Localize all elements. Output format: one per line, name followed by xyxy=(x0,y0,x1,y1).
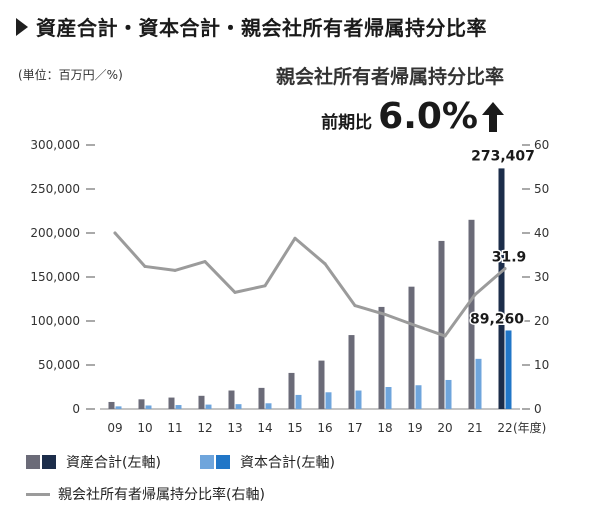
right-axis-tick-label: 50 xyxy=(534,182,549,196)
x-axis-unit-label: (年度) xyxy=(513,420,546,435)
right-axis-tick-label: 10 xyxy=(534,358,549,372)
ratio-point xyxy=(443,334,447,338)
ratio-point xyxy=(383,312,387,316)
highlight-prefix: 前期比 xyxy=(321,113,373,133)
title-triangle-icon xyxy=(16,17,28,36)
ratio-point xyxy=(413,323,417,327)
legend-swatch-equity xyxy=(200,455,214,469)
x-axis-tick-label: 11 xyxy=(167,421,182,435)
ratio-point xyxy=(293,236,297,240)
data-label-equity: 89,260 xyxy=(470,311,524,327)
bar-equity xyxy=(145,405,152,409)
bar-equity xyxy=(175,405,182,409)
x-axis-tick-label: 12 xyxy=(197,421,212,435)
bar-assets xyxy=(378,306,385,409)
left-axis-tick-label: 250,000 xyxy=(30,182,80,196)
left-axis-tick-label: 50,000 xyxy=(38,358,80,372)
bar-assets xyxy=(468,219,475,409)
x-axis-tick-label: 20 xyxy=(437,421,452,435)
chart-title: 資産合計・資本合計・親会社所有者帰属持分比率 xyxy=(36,16,487,40)
ratio-point xyxy=(323,262,327,266)
ratio-point xyxy=(203,260,207,264)
highlight-row: 前期比 6.0% xyxy=(321,96,504,137)
ratio-point xyxy=(473,293,477,297)
left-axis-tick-label: 300,000 xyxy=(30,138,80,152)
x-axis-tick-label: 18 xyxy=(377,421,392,435)
x-axis-tick-label: 17 xyxy=(347,421,362,435)
highlight-value: 6.0% xyxy=(378,96,478,137)
ratio-point xyxy=(263,284,267,288)
bar-assets xyxy=(258,387,265,409)
bar-assets xyxy=(168,397,175,409)
legend-label-assets: 資産合計(左軸) xyxy=(66,455,161,471)
bar-assets xyxy=(198,395,205,409)
up-arrow-icon xyxy=(482,101,504,132)
x-axis-tick-label: 09 xyxy=(107,421,122,435)
legend-item-ratio: 親会社所有者帰属持分比率(右軸) xyxy=(26,484,265,504)
left-axis-tick-label: 0 xyxy=(72,402,80,416)
bar-assets xyxy=(348,335,355,409)
legend-line-ratio xyxy=(26,492,50,496)
data-label-ratio: 31.9 xyxy=(492,250,527,266)
legend-label-ratio: 親会社所有者帰属持分比率(右軸) xyxy=(58,487,265,503)
right-axis-tick-label: 60 xyxy=(534,138,549,152)
right-axis-tick-label: 40 xyxy=(534,226,549,240)
bar-assets xyxy=(228,390,235,409)
ratio-point xyxy=(113,231,117,235)
x-axis-tick-label: 14 xyxy=(257,421,272,435)
right-axis-tick-label: 0 xyxy=(534,402,542,416)
x-axis-tick-label: 16 xyxy=(317,421,332,435)
bar-assets xyxy=(138,399,145,409)
chart-title-row: 資産合計・資本合計・親会社所有者帰属持分比率 xyxy=(16,12,487,41)
bar-equity xyxy=(445,379,452,409)
x-axis-tick-label: 13 xyxy=(227,421,242,435)
ratio-point xyxy=(173,268,177,272)
ratio-line xyxy=(113,231,507,338)
left-axis-tick-label: 150,000 xyxy=(30,270,80,284)
bar-assets xyxy=(288,372,295,409)
ratio-point xyxy=(503,267,507,271)
bar-equity xyxy=(235,404,242,409)
bar-equity xyxy=(115,406,122,409)
x-axis-tick-label: 22 xyxy=(497,421,512,435)
legend-label-equity: 資本合計(左軸) xyxy=(240,455,335,471)
right-axis-tick-label: 30 xyxy=(534,270,549,284)
ratio-point xyxy=(233,290,237,294)
bar-equity xyxy=(475,358,482,409)
x-axis-tick-label: 19 xyxy=(407,421,422,435)
legend-item-equity: 資本合計(左軸) xyxy=(200,452,335,472)
legend-swatch-equity-current xyxy=(216,455,230,469)
x-axis-tick-label: 21 xyxy=(467,421,482,435)
legend-item-assets: 資産合計(左軸) xyxy=(26,452,161,472)
bar-equity xyxy=(265,403,272,409)
bar-equity xyxy=(295,394,302,409)
ratio-point xyxy=(353,304,357,308)
bar-equity xyxy=(205,404,212,409)
bar-assets xyxy=(408,286,415,409)
highlight-title: 親会社所有者帰属持分比率 xyxy=(275,66,504,88)
bar-equity xyxy=(355,390,362,409)
data-label-assets: 273,407 xyxy=(471,148,535,164)
bar-equity xyxy=(505,330,512,409)
bar-assets xyxy=(498,168,505,409)
left-axis-tick-label: 200,000 xyxy=(30,226,80,240)
x-axis-tick-label: 15 xyxy=(287,421,302,435)
bar-assets xyxy=(438,240,445,409)
bar-assets xyxy=(108,401,115,409)
x-axis-tick-label: 10 xyxy=(137,421,152,435)
legend-swatch-assets xyxy=(26,455,40,469)
bar-equity xyxy=(385,387,392,409)
ratio-point xyxy=(143,264,147,268)
bar-equity xyxy=(415,385,422,409)
unit-label: (単位：百万円／%) xyxy=(18,68,123,82)
bar-assets xyxy=(318,360,325,409)
left-axis-tick-label: 100,000 xyxy=(30,314,80,328)
bar-equity xyxy=(325,392,332,409)
right-axis-tick-label: 20 xyxy=(534,314,549,328)
legend-swatch-assets-current xyxy=(42,455,56,469)
